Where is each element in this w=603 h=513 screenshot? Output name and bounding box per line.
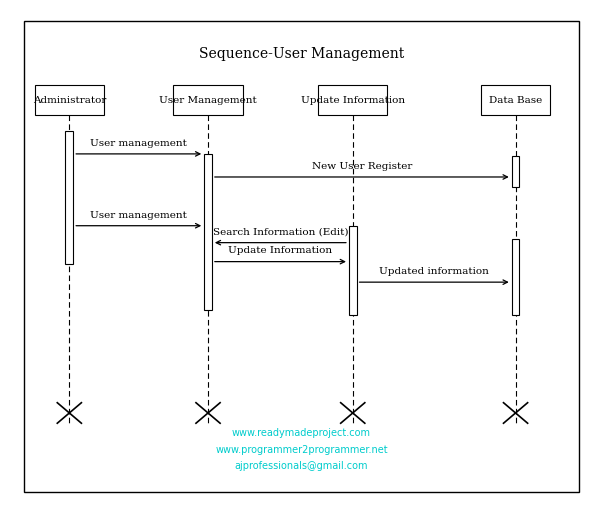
Text: Update Information: Update Information [229,246,332,255]
Text: Administrator: Administrator [33,95,106,105]
Text: www.programmer2programmer.net: www.programmer2programmer.net [215,445,388,455]
Text: User management: User management [90,210,187,220]
Bar [511,156,520,187]
Text: www.readymadeproject.com: www.readymadeproject.com [232,428,371,439]
Bar [511,239,520,315]
Bar [174,85,242,115]
Bar [65,131,74,264]
Bar [481,85,550,115]
Text: User management: User management [90,139,187,148]
Text: ajprofessionals@gmail.com: ajprofessionals@gmail.com [235,461,368,471]
Bar [349,226,357,315]
Text: User Management: User Management [159,95,257,105]
Text: Update Information: Update Information [301,95,405,105]
Bar [318,85,388,115]
Text: Sequence-User Management: Sequence-User Management [199,47,404,61]
Text: Search Information (Edit): Search Information (Edit) [213,227,348,236]
Text: New User Register: New User Register [312,162,412,171]
Bar [35,85,104,115]
Bar [204,154,212,310]
Text: Data Base: Data Base [489,95,542,105]
Text: Updated information: Updated information [379,267,489,276]
